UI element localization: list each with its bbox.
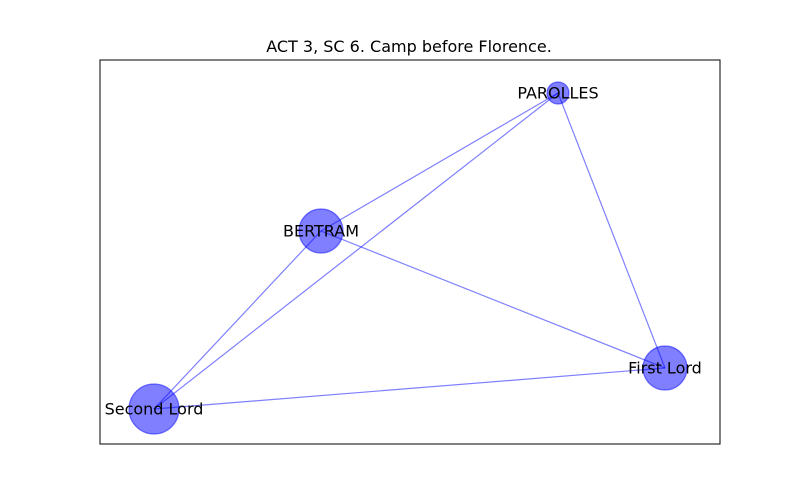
node-second-lord (128, 383, 180, 435)
edge-bertram-second-lord (153, 230, 322, 410)
node-label-first-lord: First Lord (628, 359, 702, 378)
plot-frame (99, 59, 721, 445)
edge-parolles-bertram (320, 92, 559, 232)
nodes-layer (128, 81, 688, 435)
edge-bertram-first-lord (320, 230, 666, 369)
diagram-title: ACT 3, SC 6. Camp before Florence. (266, 37, 552, 56)
edges-layer (153, 92, 666, 410)
node-bertram (298, 208, 344, 254)
node-first-lord (642, 345, 688, 391)
node-label-bertram: BERTRAM (283, 222, 359, 241)
node-label-second-lord: Second Lord (105, 400, 204, 419)
edge-second-lord-first-lord (153, 367, 666, 410)
node-parolles (546, 81, 570, 105)
labels-layer: PAROLLES BERTRAM First Lord Second Lord (105, 84, 702, 419)
node-label-parolles: PAROLLES (517, 84, 598, 103)
edge-parolles-second-lord (153, 92, 559, 410)
edge-parolles-first-lord (557, 92, 666, 369)
